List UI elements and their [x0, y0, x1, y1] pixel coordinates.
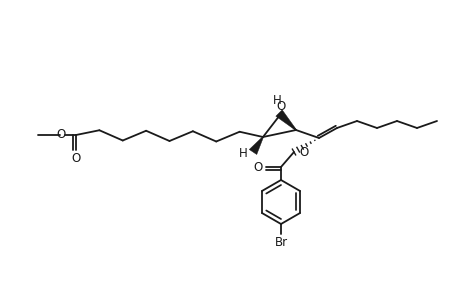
- Polygon shape: [249, 137, 263, 154]
- Text: O: O: [253, 160, 263, 173]
- Text: O: O: [276, 100, 285, 113]
- Text: O: O: [298, 146, 308, 158]
- Text: H: H: [272, 94, 281, 107]
- Text: H: H: [239, 146, 247, 160]
- Polygon shape: [275, 110, 296, 130]
- Text: O: O: [71, 152, 80, 165]
- Text: O: O: [56, 128, 66, 140]
- Text: Br: Br: [274, 236, 287, 249]
